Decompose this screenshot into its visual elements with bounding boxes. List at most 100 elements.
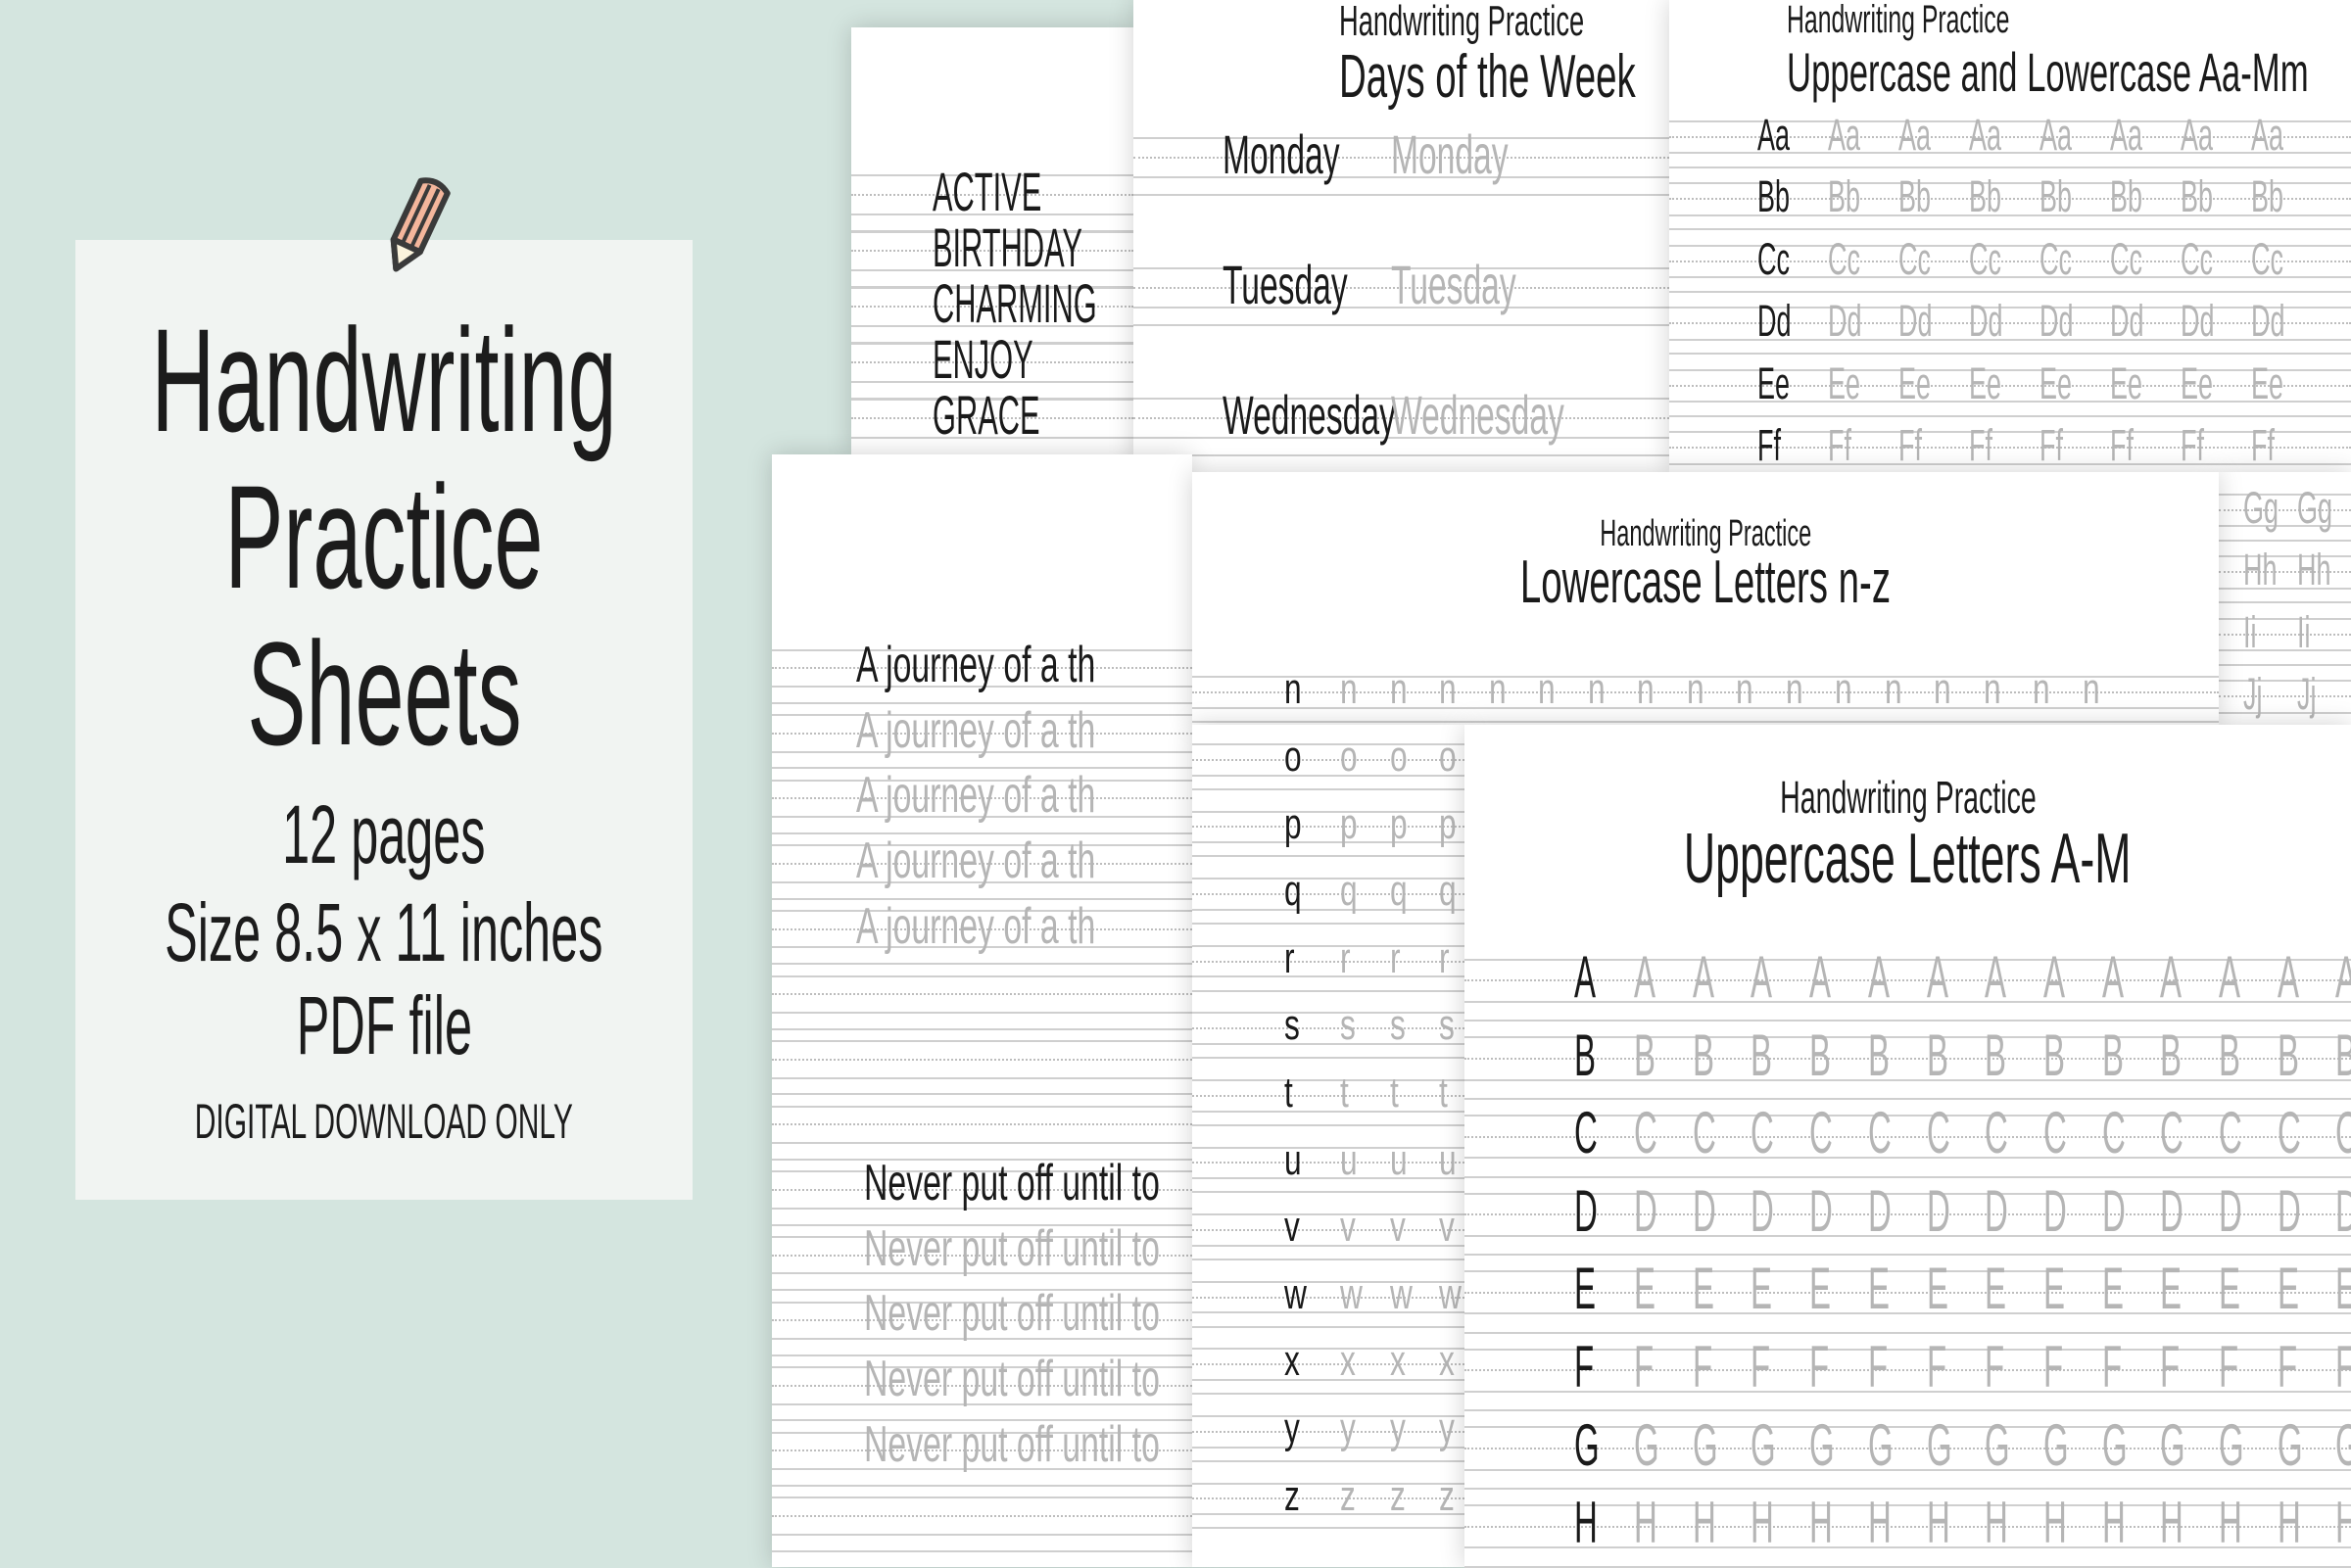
trace-text: Dd bbox=[1828, 296, 1862, 346]
guide-line bbox=[1464, 1115, 2351, 1117]
guide-line-mid bbox=[1192, 960, 1464, 963]
trace-text: n bbox=[1587, 665, 1606, 714]
guide-line-low bbox=[1192, 787, 1464, 790]
trace-text: C bbox=[1867, 1100, 1892, 1166]
trace-text: E bbox=[1809, 1256, 1832, 1322]
trace-text: D bbox=[1985, 1177, 2009, 1244]
guide-line bbox=[1669, 244, 2351, 247]
guide-line bbox=[772, 1235, 1192, 1238]
trace-text: n bbox=[1983, 665, 2001, 714]
sheet-heading: Handwriting Practice bbox=[1599, 512, 1812, 554]
guide-line-low bbox=[851, 399, 1133, 402]
trace-text: t bbox=[1389, 1069, 1399, 1117]
guide-line-low bbox=[1464, 1020, 2351, 1022]
model-text: r bbox=[1284, 933, 1295, 982]
trace-text: G bbox=[2160, 1411, 2185, 1478]
trace-sentence: Never put off until to bbox=[864, 1219, 1160, 1277]
guide-line-base bbox=[772, 1272, 1192, 1275]
guide-line bbox=[1669, 431, 2351, 434]
pencil-icon bbox=[390, 177, 451, 272]
guide-line-low bbox=[1192, 1057, 1464, 1060]
guide-line bbox=[1669, 368, 2351, 371]
trace-sentence: A journey of a th bbox=[856, 832, 1096, 889]
guide-line-base bbox=[1669, 214, 2351, 216]
guide-line-mid bbox=[2219, 695, 2351, 698]
model-text: BIRTHDAY bbox=[933, 215, 1082, 278]
guide-line-base bbox=[2219, 525, 2351, 527]
trace-text: Cc bbox=[2181, 233, 2213, 284]
sheet-title: Lowercase Letters n-z bbox=[1519, 548, 1892, 617]
guide-line-base bbox=[2219, 649, 2351, 651]
trace-text: n bbox=[1835, 665, 1852, 714]
guide-line-base bbox=[1133, 307, 1669, 309]
trace-text: G bbox=[1751, 1411, 1777, 1478]
model-text: x bbox=[1284, 1337, 1300, 1386]
guide-line-base bbox=[772, 1012, 1192, 1014]
guide-line-mid bbox=[1192, 1228, 1464, 1231]
trace-text: H bbox=[1634, 1490, 1657, 1556]
guide-line-mid bbox=[772, 1319, 1192, 1322]
trace-text: A bbox=[2042, 944, 2065, 1010]
trace-text: C bbox=[1809, 1100, 1833, 1166]
guide-line-base bbox=[1192, 1379, 1464, 1381]
guide-line-mid bbox=[1669, 447, 2351, 450]
trace-text: Dd bbox=[2039, 296, 2074, 346]
guide-line-base bbox=[1464, 1468, 2351, 1471]
model-sentence: Never put off until to bbox=[864, 1155, 1160, 1212]
trace-text: v bbox=[1389, 1203, 1406, 1252]
guide-line-mid bbox=[1464, 979, 2351, 982]
trace-text: H bbox=[1809, 1490, 1833, 1556]
trace-text: D bbox=[2219, 1177, 2242, 1244]
trace-text: n bbox=[2082, 665, 2100, 714]
trace-text: D bbox=[2042, 1177, 2067, 1244]
guide-line-mid bbox=[2219, 633, 2351, 636]
guide-line-low bbox=[1669, 228, 2351, 231]
trace-text: B bbox=[2042, 1022, 2065, 1088]
guide-line-base bbox=[1669, 276, 2351, 278]
page-count: 12 pages bbox=[282, 788, 486, 880]
guide-line-low bbox=[2219, 663, 2351, 666]
guide-line bbox=[772, 648, 1192, 651]
guide-line-low bbox=[1192, 1259, 1464, 1261]
guide-line bbox=[851, 285, 1133, 288]
trace-text: F bbox=[1985, 1334, 2005, 1400]
trace-text: C bbox=[1926, 1100, 1950, 1166]
trace-text: Dd bbox=[2181, 296, 2215, 346]
guide-line bbox=[1192, 742, 1464, 745]
trace-text: Ee bbox=[1898, 357, 1932, 408]
guide-line-base bbox=[851, 214, 1133, 215]
model-text: Ee bbox=[1757, 357, 1791, 408]
guide-line bbox=[1192, 1078, 1464, 1081]
trace-text: B bbox=[2335, 1025, 2351, 1085]
guide-line-base bbox=[772, 1338, 1192, 1340]
guide-line-mid bbox=[1192, 1430, 1464, 1433]
model-text: v bbox=[1284, 1203, 1300, 1252]
guide-line-base bbox=[1669, 338, 2351, 341]
trace-text: C bbox=[1985, 1100, 2009, 1166]
guide-line-base bbox=[1669, 462, 2351, 465]
trace-text: B bbox=[1926, 1022, 1948, 1088]
model-text: Tuesday bbox=[1223, 253, 1348, 315]
trace-text: C bbox=[2335, 1104, 2351, 1163]
trace-text: E bbox=[1692, 1256, 1714, 1322]
trace-text: B bbox=[1692, 1022, 1714, 1088]
guide-line bbox=[772, 1301, 1192, 1304]
trace-text: Jj bbox=[2297, 669, 2317, 719]
guide-line-base bbox=[1192, 975, 1464, 978]
guide-line bbox=[2219, 617, 2351, 620]
sheet-heading: Handwriting Practice bbox=[1787, 0, 2010, 41]
guide-line-low bbox=[1192, 1123, 1464, 1126]
trace-text: C bbox=[2101, 1100, 2126, 1166]
trace-text: E bbox=[1867, 1256, 1890, 1322]
trace-text: Ee bbox=[2181, 357, 2214, 408]
guide-line bbox=[772, 1366, 1192, 1369]
guide-line-low bbox=[1192, 1191, 1464, 1194]
trace-text: u bbox=[1389, 1135, 1408, 1184]
guide-line-base bbox=[1192, 1244, 1464, 1247]
guide-line bbox=[2219, 680, 2351, 683]
guide-line bbox=[1669, 119, 2351, 122]
trace-text: D bbox=[1751, 1177, 1775, 1244]
guide-line-low bbox=[1192, 923, 1464, 926]
guide-line-low bbox=[1133, 454, 1669, 457]
trace-text: F bbox=[1809, 1334, 1830, 1400]
